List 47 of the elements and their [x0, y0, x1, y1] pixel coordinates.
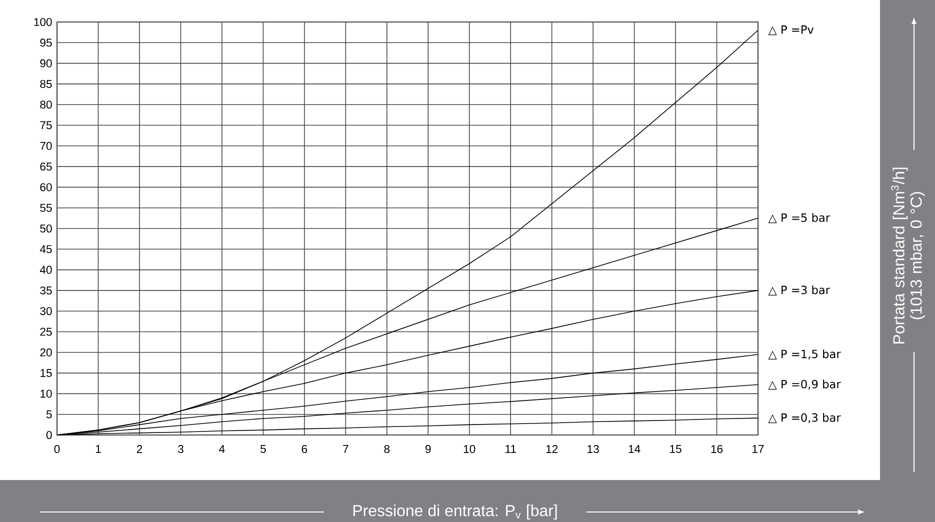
- y-tick-label: 15: [40, 369, 52, 377]
- y-tick-label: 90: [40, 59, 52, 68]
- series-label: △ P =1,5 bar: [768, 349, 841, 360]
- x-tick-label: 13: [588, 445, 599, 454]
- y-tick-label: 30: [40, 307, 52, 316]
- y-tick-label: 85: [40, 80, 52, 88]
- y-tick-label: 65: [40, 162, 52, 171]
- x-tick-label: 12: [546, 445, 558, 453]
- x-tick-label: 1: [96, 445, 101, 453]
- y-tick-label: 0: [46, 430, 52, 440]
- y-tick-label: 100: [34, 18, 52, 26]
- x-tick-label: 0: [54, 445, 60, 454]
- x-tick-label: 5: [260, 445, 266, 453]
- y-tick-label: 20: [40, 348, 52, 356]
- x-tick-label: 6: [302, 445, 308, 454]
- x-axis-title: Pressione di entrata: P$_{v}$ [bar]: [353, 504, 557, 520]
- y-tick-label: 95: [40, 38, 52, 47]
- series-label: △ P =0,3 bar: [768, 413, 841, 424]
- x-tick-label: 16: [711, 445, 723, 454]
- x-tick-label: 3: [178, 445, 184, 454]
- y-tick-label: 60: [40, 183, 52, 192]
- y-tick-label: 45: [40, 245, 52, 254]
- y-tick-label: 40: [40, 266, 52, 274]
- y-tick-label: 80: [40, 100, 52, 109]
- y-tick-label: 35: [40, 286, 52, 294]
- x-tick-label: 4: [219, 445, 225, 453]
- series-label: △ P =Pv: [768, 25, 814, 36]
- y-tick-label: 25: [40, 328, 52, 336]
- x-tick-label: 17: [752, 445, 764, 453]
- x-tick-label: 15: [670, 445, 682, 453]
- y-tick-label: 70: [40, 142, 52, 150]
- y-tick-label: 5: [46, 410, 52, 418]
- y-tick-label: 50: [40, 224, 52, 233]
- text: Portata standard [Nm$^{3}$/h] (1013 mbar, 0 °C): [891, 168, 925, 344]
- x-tick-label: 8: [384, 445, 390, 454]
- x-tick-label: 7: [343, 445, 348, 453]
- x-tick-label: 14: [628, 445, 640, 453]
- x-tick-label: 2: [136, 445, 142, 453]
- x-tick-label: 10: [464, 445, 476, 454]
- y-tick-label: 10: [40, 390, 52, 398]
- series-label: △ P =0,9 bar: [768, 380, 841, 390]
- x-tick-label: 9: [425, 445, 431, 454]
- x-tick-label: 11: [506, 445, 516, 453]
- series-label: △ P =3 bar: [768, 285, 830, 296]
- y-tick-label: 55: [40, 204, 52, 212]
- y-tick-label: 75: [40, 121, 52, 130]
- series-label: △ P =5 bar: [768, 213, 830, 224]
